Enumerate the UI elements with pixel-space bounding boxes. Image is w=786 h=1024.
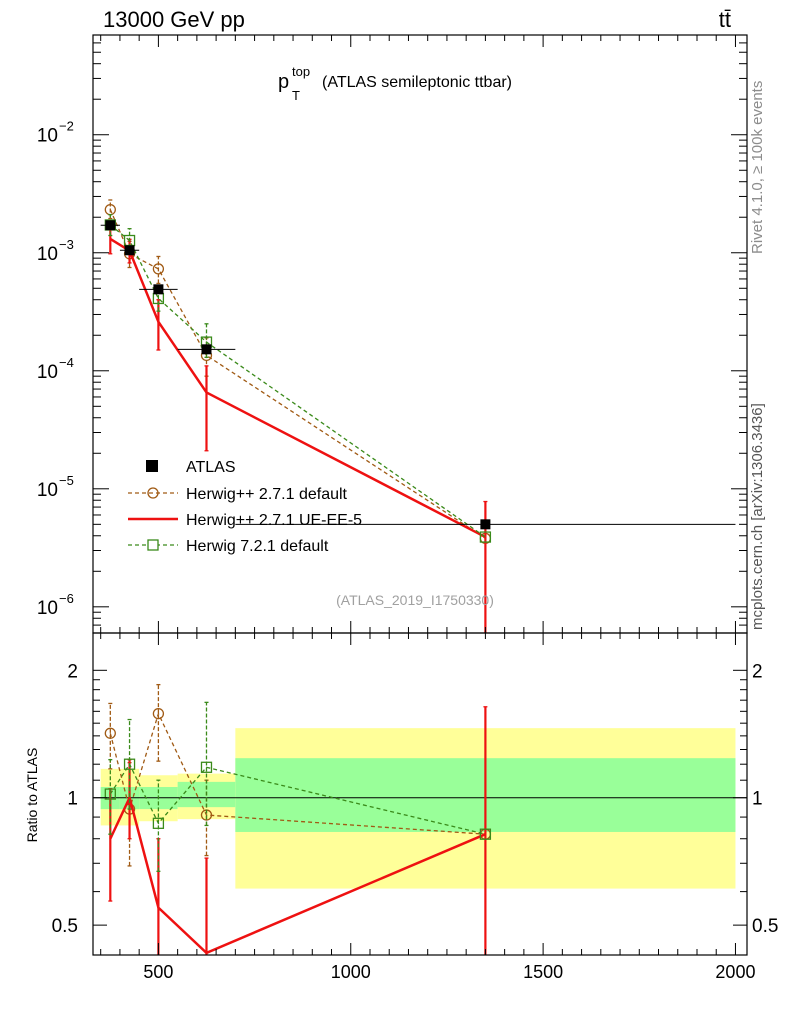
legend-label-herwigpp-ueee5: Herwig++ 2.7.1 UE-EE-5 bbox=[186, 512, 362, 529]
y-tick-label-base: 10 bbox=[37, 126, 58, 147]
main-data-point bbox=[105, 220, 116, 231]
main-data-point bbox=[480, 519, 491, 530]
ratio-point-square bbox=[123, 758, 136, 770]
y-tick-label-base: 10 bbox=[37, 362, 58, 383]
ratio-y-tick-label-left: 2 bbox=[67, 661, 78, 682]
y-tick-label-exponent: −6 bbox=[59, 591, 74, 606]
legend-marker-herwigpp-default bbox=[147, 487, 159, 499]
x-tick-label: 1500 bbox=[523, 962, 563, 982]
ratio-y-tick-label-right: 1 bbox=[752, 789, 763, 810]
ratio-point-square bbox=[104, 788, 116, 800]
ratio-y-tick-label-right: 2 bbox=[752, 661, 763, 682]
main-point-square bbox=[479, 531, 492, 543]
ratio-axis-label: Ratio to ATLAS bbox=[24, 748, 40, 843]
ratio-y-tick-label-left: 0.5 bbox=[52, 916, 78, 937]
legend-label-herwigpp-default: Herwig++ 2.7.1 default bbox=[186, 486, 348, 503]
y-tick-label-base: 10 bbox=[37, 480, 58, 501]
legend-marker-herwig7-default bbox=[147, 539, 159, 551]
y-tick-label-base: 10 bbox=[37, 244, 58, 265]
rivet-version-label: Rivet 4.1.0, ≥ 100k events bbox=[749, 81, 766, 254]
main-panel-series bbox=[100, 199, 736, 633]
x-tick-label: 500 bbox=[143, 962, 173, 982]
analysis-id-watermark: (ATLAS_2019_I1750330) bbox=[336, 592, 494, 608]
plot-title-superscript: top bbox=[292, 64, 310, 79]
ratio-point-circle bbox=[152, 707, 165, 720]
ratio-point-circle bbox=[104, 727, 116, 739]
plot-title-subscript: T bbox=[292, 88, 300, 103]
mcplots-credit-label: mcplots.cern.ch [arXiv:1306.3436] bbox=[749, 403, 766, 630]
header-collision-label: 13000 GeV pp bbox=[103, 7, 245, 32]
main-point-circle bbox=[152, 263, 165, 275]
ratio-y-tick-label-left: 1 bbox=[67, 789, 78, 810]
legend-label-atlas: ATLAS bbox=[186, 459, 236, 476]
main-data-point bbox=[153, 284, 164, 295]
plot-title-text: (ATLAS semileptonic ttbar) bbox=[322, 74, 512, 91]
main-data-point bbox=[201, 344, 212, 355]
ratio-series-line bbox=[109, 711, 486, 835]
y-tick-label-exponent: −3 bbox=[59, 237, 74, 252]
y-tick-label-exponent: −4 bbox=[59, 355, 74, 370]
ratio-panel-series bbox=[104, 683, 492, 955]
x-tick-label: 2000 bbox=[715, 962, 755, 982]
ratio-point-square bbox=[200, 761, 213, 773]
main-data-point bbox=[124, 245, 135, 256]
ratio-panel-frame: 500 1000 1500 2000 0.5 0.5 1 1 2 2 bbox=[52, 632, 778, 982]
ratio-panel bbox=[93, 728, 747, 889]
y-tick-label-exponent: −2 bbox=[59, 119, 74, 134]
ratio-y-tick-label-right: 0.5 bbox=[752, 916, 778, 937]
main-series-line bbox=[109, 224, 486, 538]
ratio-frame-border bbox=[92, 632, 748, 956]
main-panel-frame: 10−210−310−410−510−6 bbox=[37, 34, 748, 634]
x-tick-label: 1000 bbox=[331, 962, 371, 982]
legend: ATLAS Herwig++ 2.7.1 default Herwig++ 2.… bbox=[128, 459, 362, 555]
legend-label-herwig7-default: Herwig 7.2.1 default bbox=[186, 538, 329, 555]
legend-marker-atlas bbox=[146, 460, 158, 472]
ratio-point-square bbox=[152, 817, 165, 829]
header-process-label: tt̄ bbox=[719, 7, 731, 32]
y-tick-label-base: 10 bbox=[37, 598, 58, 619]
plot-title-symbol: p bbox=[278, 71, 289, 93]
ratio-point-square bbox=[479, 828, 492, 840]
y-tick-label-exponent: −5 bbox=[59, 473, 74, 488]
